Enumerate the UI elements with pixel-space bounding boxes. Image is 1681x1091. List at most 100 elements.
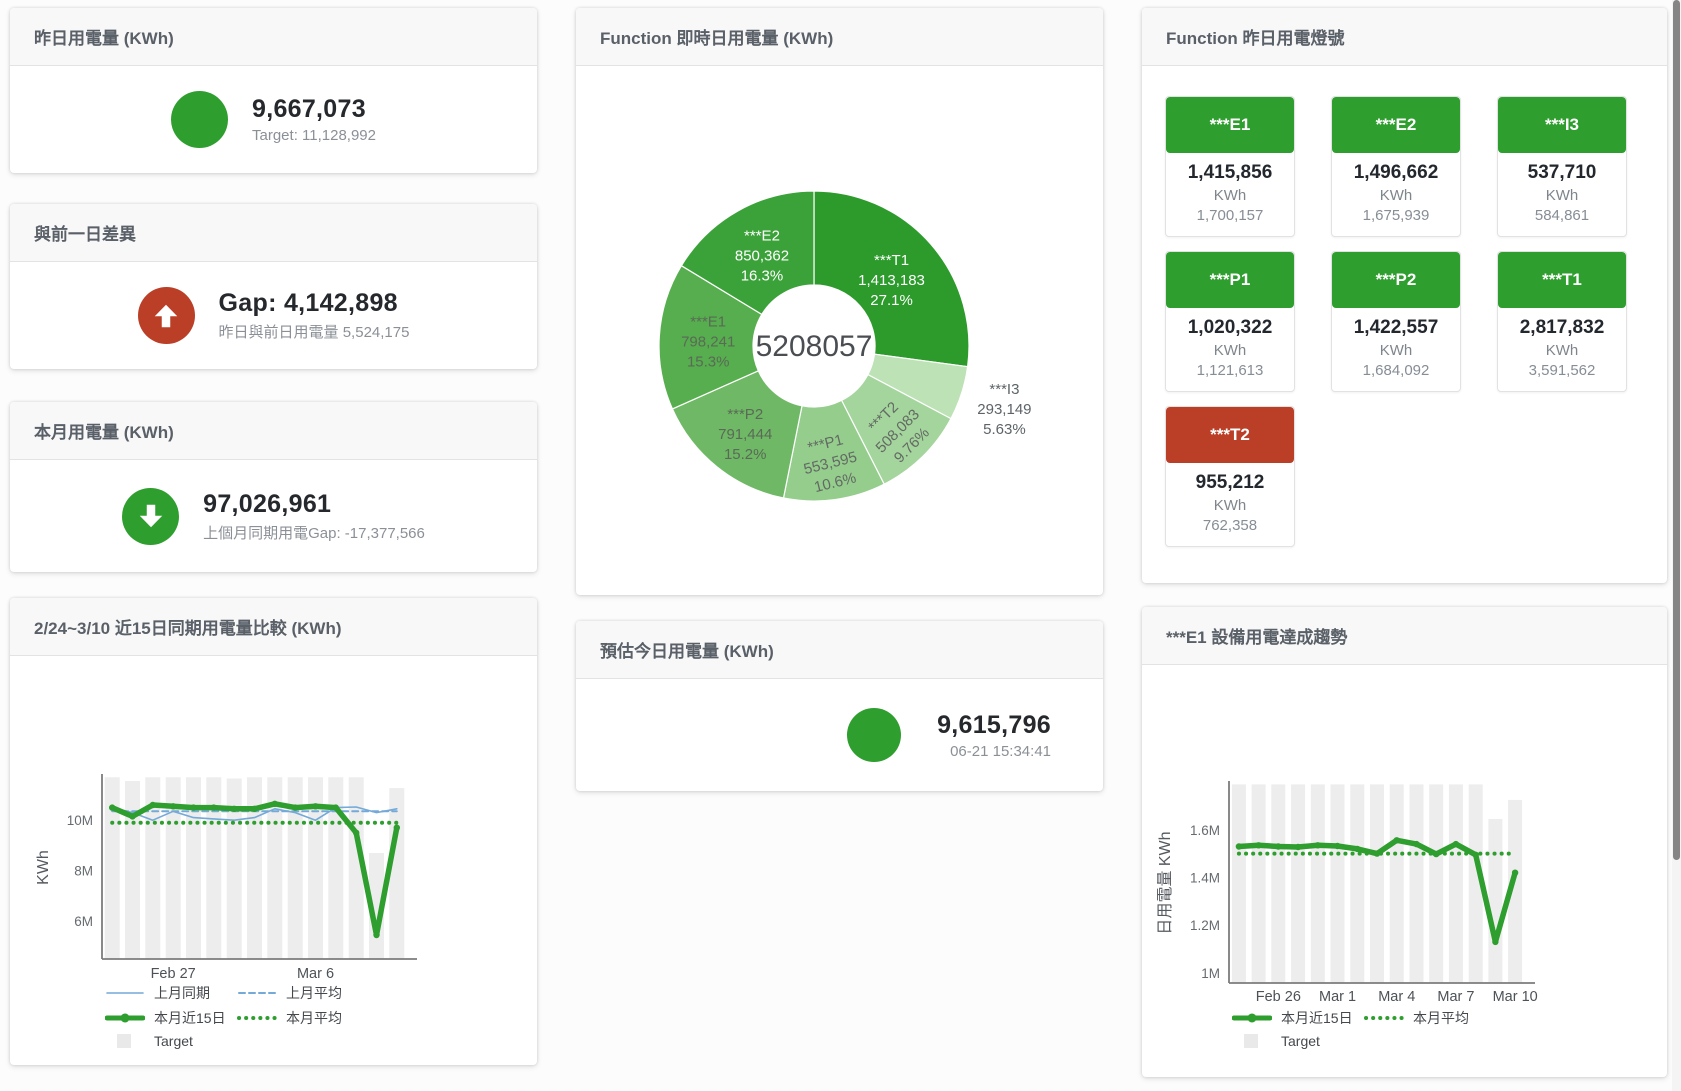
card-title: ***E1 設備用電達成趨勢 <box>1166 628 1348 647</box>
tile-status-header: ***E2 <box>1332 97 1460 153</box>
y-tick-label: 1.4M <box>1190 871 1220 886</box>
card-title: 與前一日差異 <box>34 225 136 244</box>
donut-slice-T1[interactable] <box>813 190 970 368</box>
legend-item-series[interactable]: 本月近15日 <box>105 1008 233 1028</box>
legend-item-series[interactable]: 本月平均 <box>1364 1008 1492 1028</box>
target-bar <box>247 777 262 959</box>
card-header: Function 即時日用電量 (KWh) <box>576 8 1103 66</box>
legend-item-target[interactable]: Target <box>1232 1033 1360 1049</box>
y-axis-title: 日用電量 KWh <box>1157 831 1174 934</box>
tile-unit: KWh <box>1213 187 1247 204</box>
tile-status-header: ***E1 <box>1166 97 1294 153</box>
scrollbar[interactable] <box>1672 0 1681 1091</box>
target-bar <box>1409 784 1424 983</box>
x-tick-label: Mar 6 <box>297 966 334 982</box>
card-header: Function 昨日用電燈號 <box>1142 8 1667 66</box>
card-realtime-usage: Function 即時日用電量 (KWh) ***T1 1,413,183 27.1… <box>576 8 1103 595</box>
series-marker <box>1314 842 1321 849</box>
x-tick-label: Feb 26 <box>1256 989 1301 1005</box>
series-marker <box>1393 837 1400 844</box>
card-header: ***E1 設備用電達成趨勢 <box>1142 607 1667 665</box>
donut-slice-label: ***P2 791,444 15.2% <box>718 406 772 463</box>
series-marker <box>1334 842 1341 850</box>
legend-marker-icon <box>1247 1013 1257 1023</box>
tile-value: 537,710 <box>1527 162 1597 183</box>
card-title: 昨日用電量 (KWh) <box>34 29 174 48</box>
series-marker <box>373 931 380 939</box>
y-axis-title: KWh <box>35 850 52 885</box>
legend-item-series[interactable]: 上月平均 <box>237 983 365 1003</box>
series-marker <box>332 804 339 811</box>
legend-label: 本月近15日 <box>154 1010 226 1026</box>
target-bar <box>389 788 405 959</box>
up-arrow-icon <box>137 287 195 344</box>
card-header: 預估今日用電量 (KWh) <box>576 621 1103 679</box>
tile-status-header: ***P1 <box>1166 252 1294 308</box>
card-15day-comparison: 2/24~3/10 近15日同期用電量比較 (KWh) 6M 8M 10M KWh Fe… <box>10 598 537 1065</box>
legend-item-series[interactable]: 本月近15日 <box>1232 1008 1360 1028</box>
light-tile-T1: ***T1 2,817,832 KWh 3,591,562 <box>1497 251 1627 392</box>
tile-value: 955,212 <box>1195 472 1265 493</box>
legend-item-target[interactable]: Target <box>105 1033 233 1049</box>
card-header: 與前一日差異 <box>10 204 537 262</box>
legend-item-series[interactable]: 上月同期 <box>105 983 233 1003</box>
tile-unit: KWh <box>1545 187 1579 204</box>
target-bar <box>1330 784 1345 983</box>
tile-unit: KWh <box>1379 187 1413 204</box>
series-line <box>111 806 398 821</box>
target-bar <box>1271 784 1286 983</box>
legend-label: Target <box>1281 1033 1320 1049</box>
comparison-line-chart: 6M 8M 10M KWh Feb 27 Mar 6 <box>35 774 417 982</box>
series-marker <box>1452 840 1460 848</box>
target-bar <box>1251 784 1266 983</box>
y-tick-label: 1.2M <box>1190 918 1220 933</box>
y-tick-label: 1.6M <box>1190 823 1220 838</box>
tile-target: 1,684,092 <box>1362 362 1430 379</box>
card-header: 本月用電量 (KWh) <box>10 402 537 460</box>
yesterday-usage-value: 9,667,073 <box>252 95 366 123</box>
card-month-usage: 本月用電量 (KWh) 97,026,961 上個月同期用電Gap: -17,3… <box>10 402 537 572</box>
y-tick-label: 8M <box>74 864 93 879</box>
target-bar <box>369 853 384 959</box>
donut-slice-E2[interactable] <box>680 190 815 316</box>
card-estimate-today: 預估今日用電量 (KWh) 9,615,796 06-21 15:34:41 <box>576 621 1103 791</box>
donut-slice-label: ***E1 798,241 15.3% <box>681 313 735 370</box>
donut-slice-E1[interactable] <box>658 264 763 410</box>
card-title: Function 即時日用電量 (KWh) <box>600 29 834 48</box>
series-marker <box>1492 938 1499 946</box>
legend-label: 上月同期 <box>154 985 210 1001</box>
legend-label: 上月平均 <box>286 985 342 1001</box>
tile-unit: KWh <box>1213 497 1247 514</box>
tile-target: 1,121,613 <box>1196 362 1264 379</box>
status-circle-green-icon <box>171 91 228 148</box>
month-usage-gap: 上個月同期用電Gap: -17,377,566 <box>203 524 425 542</box>
x-tick-label: Mar 7 <box>1437 989 1474 1005</box>
donut-slice-label: ***I3 293,149 5.63% <box>977 381 1031 438</box>
donut-slice-P2[interactable] <box>671 370 803 499</box>
series-marker <box>1235 843 1243 850</box>
series-marker <box>231 805 238 812</box>
trend-legend: 本月近15日 本月平均 Target <box>1232 1008 1492 1049</box>
tile-unit: KWh <box>1545 342 1579 359</box>
tile-value: 2,817,832 <box>1519 317 1605 338</box>
tile-unit: KWh <box>1379 342 1413 359</box>
tile-status-header: ***P2 <box>1332 252 1460 308</box>
legend-label: Target <box>154 1033 193 1049</box>
series-marker <box>109 804 116 811</box>
series-marker <box>1354 845 1361 853</box>
card-title: 本月用電量 (KWh) <box>34 423 174 442</box>
target-bar <box>1310 784 1325 983</box>
comparison-legend: 上月同期 上月平均本月近15日 本月平均 Target <box>105 983 365 1049</box>
series-marker <box>1511 869 1519 876</box>
day-gap-value: Gap: 4,142,898 <box>218 289 398 317</box>
series-marker <box>312 803 319 810</box>
legend-marker-icon <box>120 1013 130 1023</box>
scrollbar-thumb[interactable] <box>1673 0 1680 860</box>
card-title: 預估今日用電量 (KWh) <box>600 642 774 661</box>
realtime-donut-chart: ***T1 1,413,183 27.1%***I3 293,149 5.63%***T… <box>658 190 1032 502</box>
status-circle-green-icon <box>847 708 902 762</box>
e1-trend-line-chart: 1M 1.2M 1.4M 1.6M 日用電量 KWh Feb 26 Mar 1 Mar 4 Ma… <box>1157 781 1538 1005</box>
target-bar <box>1350 784 1365 983</box>
legend-item-series[interactable]: 本月平均 <box>237 1008 365 1028</box>
card-e1-trend: ***E1 設備用電達成趨勢 1M 1.2M 1.4M 1.6M 日用電量 KWh Feb… <box>1142 607 1667 1077</box>
